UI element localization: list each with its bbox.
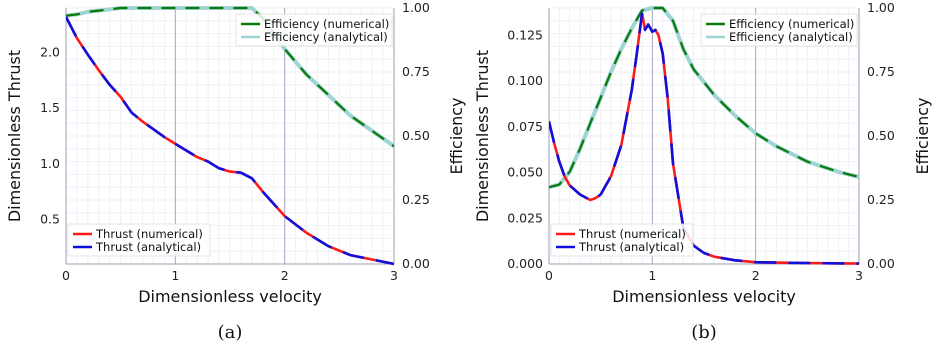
chart1-legend-label: Thrust (numerical)	[578, 227, 686, 241]
chart1-y-right-tick-label: 0.75	[867, 64, 895, 79]
chart0-y-left-tick-label: 1.0	[40, 156, 60, 171]
chart0-minor-grid	[65, 7, 395, 265]
chart0-legend-label: Efficiency (numerical)	[264, 17, 389, 31]
chart0-series-1	[66, 16, 394, 266]
chart1-efficiency-legend-box	[700, 13, 858, 47]
chart1-x-tick-label: 0	[545, 268, 553, 283]
chart1-legend-label: Efficiency (analytical)	[729, 30, 853, 44]
chart0-y-right-axis-label: Efficiency	[447, 97, 466, 174]
chart0-y-right-tick-label: 1.00	[402, 0, 430, 15]
chart0-y-left-axis-label: Dimensionless Thrust	[5, 50, 24, 222]
chart1-x-tick-label: 3	[855, 268, 863, 283]
chart1-x-tick-label: 1	[648, 268, 656, 283]
chart1-y-right-tick-label: 0.50	[867, 128, 895, 143]
chart0-legend-label: Efficiency (analytical)	[264, 30, 388, 44]
chart1-x-axis-label: Dimensionless velocity	[612, 287, 796, 306]
chart0-y-left-tick-label: 1.5	[40, 100, 60, 115]
chart0-y-right-tick-label: 0.50	[402, 128, 430, 143]
chart1-legend-label: Efficiency (numerical)	[729, 17, 854, 31]
chart0-y-right-tick-label: 0.00	[402, 256, 430, 271]
chart0-efficiency-legend-box	[235, 13, 393, 47]
chart1-thrust-legend-box	[550, 223, 694, 257]
chart0-legend-label: Thrust (numerical)	[95, 227, 203, 241]
chart0-x-tick-label: 1	[171, 268, 179, 283]
chart1-y-left-tick-label: 0.000	[507, 256, 543, 271]
chart1-caption: (b)	[691, 322, 717, 343]
chart0-x-tick-label: 0	[62, 268, 70, 283]
chart1-y-left-axis-label: Dimensionless Thrust	[473, 50, 492, 222]
chart0-x-axis-label: Dimensionless velocity	[138, 287, 322, 306]
chart0-legend-label: Thrust (analytical)	[95, 240, 201, 254]
chart0-caption: (a)	[218, 322, 243, 343]
chart0-x-tick-label: 2	[281, 268, 289, 283]
chart1-y-left-tick-label: 0.100	[507, 73, 543, 88]
chart0-thrust-legend-box	[67, 223, 211, 257]
chart1-series-1	[549, 12, 859, 265]
chart0-series-2	[66, 6, 394, 148]
chart1-y-left-tick-label: 0.075	[507, 119, 543, 134]
chart1-legend-label: Thrust (analytical)	[578, 240, 684, 254]
chart1-y-right-tick-label: 0.25	[867, 192, 895, 207]
chart1-y-left-tick-label: 0.025	[507, 210, 543, 225]
chart1-y-right-tick-label: 0.00	[867, 256, 895, 271]
chart0-y-left-tick-label: 2.0	[40, 45, 60, 60]
chart1-y-right-axis-label: Efficiency	[913, 97, 932, 174]
chart1-y-left-tick-label: 0.050	[507, 165, 543, 180]
chart1-series-2	[549, 6, 859, 189]
chart0-y-left-tick-label: 0.5	[40, 211, 60, 226]
chart1-y-left-tick-label: 0.125	[507, 27, 543, 42]
chart0-y-right-tick-label: 0.75	[402, 64, 430, 79]
chart0-y-right-tick-label: 0.25	[402, 192, 430, 207]
chart0-x-tick-label: 3	[390, 268, 398, 283]
chart1-x-tick-label: 2	[752, 268, 760, 283]
chart1-y-right-tick-label: 1.00	[867, 0, 895, 15]
